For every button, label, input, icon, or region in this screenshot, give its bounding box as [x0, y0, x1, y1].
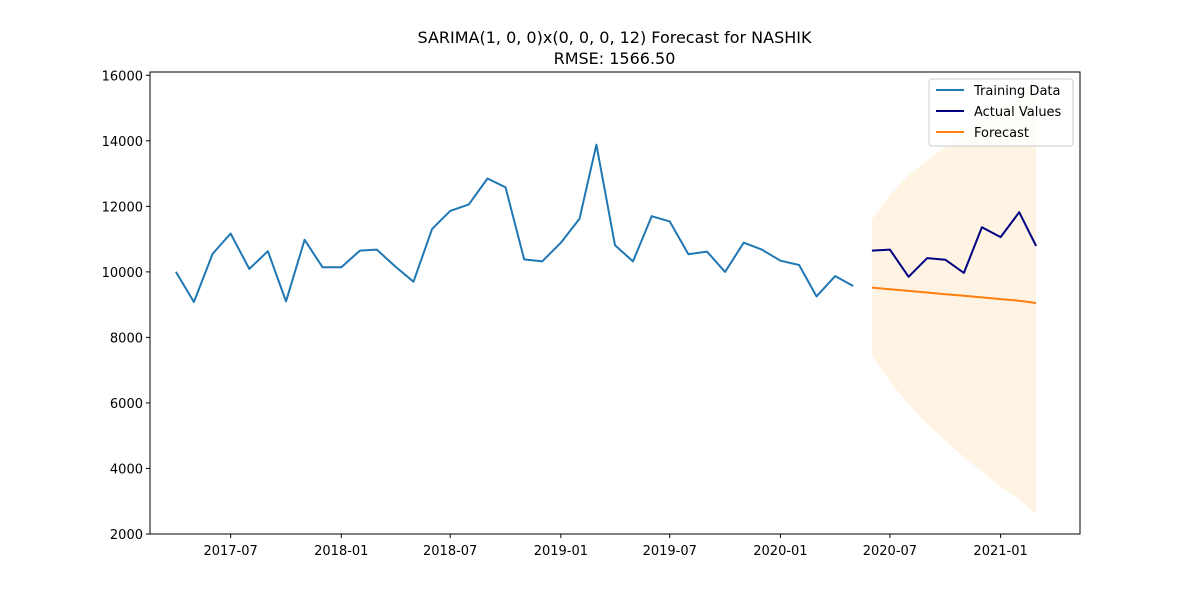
- confidence-band: [871, 81, 1037, 515]
- y-tick-label: 14000: [102, 135, 143, 150]
- x-tick-label: 2018-07: [423, 544, 477, 559]
- legend-label-training: Training Data: [973, 84, 1060, 99]
- series-line-training-data: [175, 143, 854, 303]
- chart-title: SARIMA(1, 0, 0)x(0, 0, 0, 12) Forecast f…: [418, 28, 813, 47]
- legend-label-actual: Actual Values: [974, 105, 1062, 120]
- series-line-forecast: [871, 286, 1037, 304]
- legend: Training Data Actual Values Forecast: [928, 78, 1074, 147]
- axis-layer: 2000 4000 6000 8000 10000 12000 14000 16000 2017…: [102, 69, 1028, 559]
- x-tick-label: 2017-07: [203, 544, 257, 559]
- legend-label-forecast: Forecast: [974, 126, 1029, 141]
- series-line-actual-values: [871, 211, 1037, 278]
- x-tick-label: 2019-01: [534, 544, 588, 559]
- x-tick-label: 2020-07: [863, 544, 917, 559]
- series-layer: [175, 143, 1037, 304]
- y-tick-label: 6000: [110, 397, 143, 412]
- confidence-band-layer: [871, 81, 1037, 515]
- y-tick-label: 4000: [110, 462, 143, 477]
- x-tick-label: 2021-01: [973, 544, 1027, 559]
- y-tick-label: 10000: [102, 266, 143, 281]
- legend-box: [928, 78, 1074, 147]
- x-tick-label: 2020-01: [753, 544, 807, 559]
- y-tick-label: 2000: [110, 528, 143, 543]
- y-tick-label: 12000: [102, 200, 143, 215]
- y-tick-label: 8000: [110, 331, 143, 346]
- plot-frame: [149, 71, 1081, 535]
- y-tick-label: 16000: [102, 69, 143, 84]
- chart-subtitle: RMSE: 1566.50: [554, 49, 676, 68]
- x-tick-label: 2019-07: [643, 544, 697, 559]
- x-tick-label: 2018-01: [314, 544, 368, 559]
